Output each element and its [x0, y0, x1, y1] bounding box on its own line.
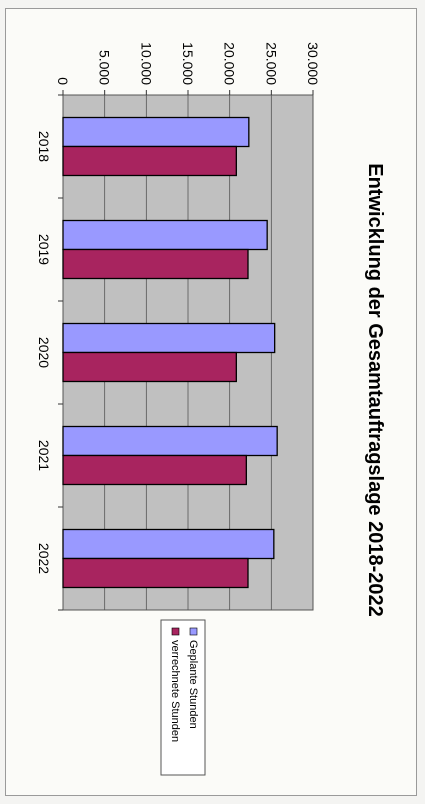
- legend: Geplante Stunden verrechnete Stunden: [160, 619, 206, 776]
- bar-geplante-2018: [62, 116, 250, 148]
- bar-verrechnete-2021: [62, 454, 247, 486]
- y-tick-label: 5.000: [97, 50, 113, 85]
- bar-verrechnete-2020: [62, 351, 237, 383]
- legend-label-geplante: Geplante Stunden: [187, 640, 199, 729]
- bar-geplante-2020: [62, 322, 276, 354]
- y-tick-label: 20.000: [222, 42, 238, 85]
- y-tick-label: 30.000: [305, 42, 321, 85]
- bar-geplante-2021: [62, 425, 278, 457]
- x-tick-label: 2019: [36, 234, 52, 265]
- legend-swatch-geplante: [189, 627, 198, 636]
- x-tick-label: 2020: [36, 337, 52, 368]
- y-tick-label: 0: [55, 77, 71, 85]
- x-tick-label: 2021: [36, 440, 52, 471]
- bar-verrechnete-2018: [62, 145, 237, 177]
- bar-verrechnete-2019: [62, 248, 249, 280]
- legend-swatch-verrechnete: [171, 627, 180, 636]
- bar-verrechnete-2022: [62, 557, 249, 589]
- y-tick-label: 25.000: [263, 42, 279, 85]
- x-tick-label: 2018: [36, 131, 52, 162]
- bar-geplante-2022: [62, 528, 275, 560]
- bar-geplante-2019: [62, 219, 268, 251]
- legend-box: [160, 619, 206, 776]
- chart-title: Entwicklung der Gesamtauftragslage 2018-…: [364, 163, 386, 617]
- y-tick-label: 10.000: [138, 42, 154, 85]
- x-tick-label: 2022: [36, 543, 52, 574]
- y-tick-label: 15.000: [180, 42, 196, 85]
- legend-label-verrechnete: verrechnete Stunden: [169, 640, 181, 742]
